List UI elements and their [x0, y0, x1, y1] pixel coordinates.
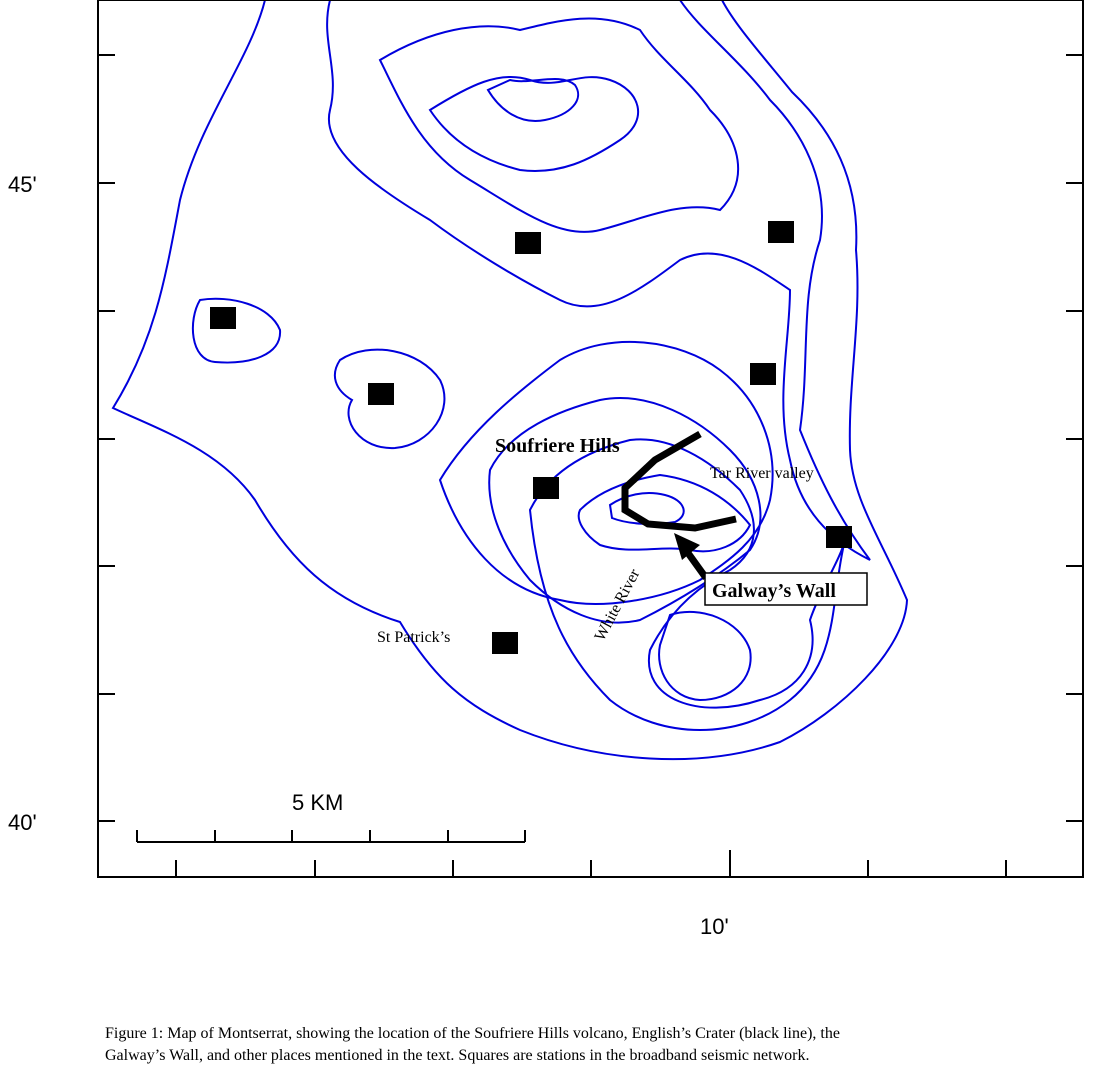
scale-bar [136, 830, 526, 843]
lat-label: 45' [8, 172, 37, 197]
galway-box [704, 572, 868, 606]
scale-label: 5 KM [292, 790, 343, 815]
caption: Galway’s Wall, and other places mentione… [105, 1047, 809, 1064]
caption: Figure 1: Map of Montserrat, showing the… [105, 1025, 840, 1042]
contours [111, 0, 909, 761]
place-label: Tar River valley [710, 465, 814, 482]
lon-label: 10' [700, 914, 729, 939]
stations [210, 221, 852, 654]
place-label: Galway’s Wall [712, 580, 836, 602]
frame-ticks [98, 54, 1083, 877]
lat-label: 40' [8, 810, 37, 835]
crater-rim [621, 430, 737, 532]
place-label: St Patrick’s [377, 629, 450, 646]
arrow-head [674, 533, 700, 560]
arrow-shaft [685, 550, 709, 581]
place-label: Soufriere Hills [495, 435, 620, 457]
